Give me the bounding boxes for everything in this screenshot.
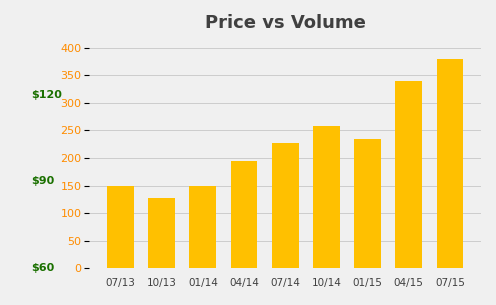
Bar [272, 142, 299, 268]
Text: $60: $60 [31, 264, 54, 273]
Bar [436, 59, 463, 268]
Bar [313, 126, 340, 268]
Bar [148, 198, 175, 268]
Bar [395, 81, 422, 268]
Title: Price vs Volume: Price vs Volume [205, 14, 366, 32]
Text: $120: $120 [31, 90, 62, 99]
Bar [107, 186, 134, 268]
Bar [189, 186, 216, 268]
Bar [231, 161, 257, 268]
Text: $90: $90 [31, 177, 54, 186]
Bar [354, 139, 381, 268]
